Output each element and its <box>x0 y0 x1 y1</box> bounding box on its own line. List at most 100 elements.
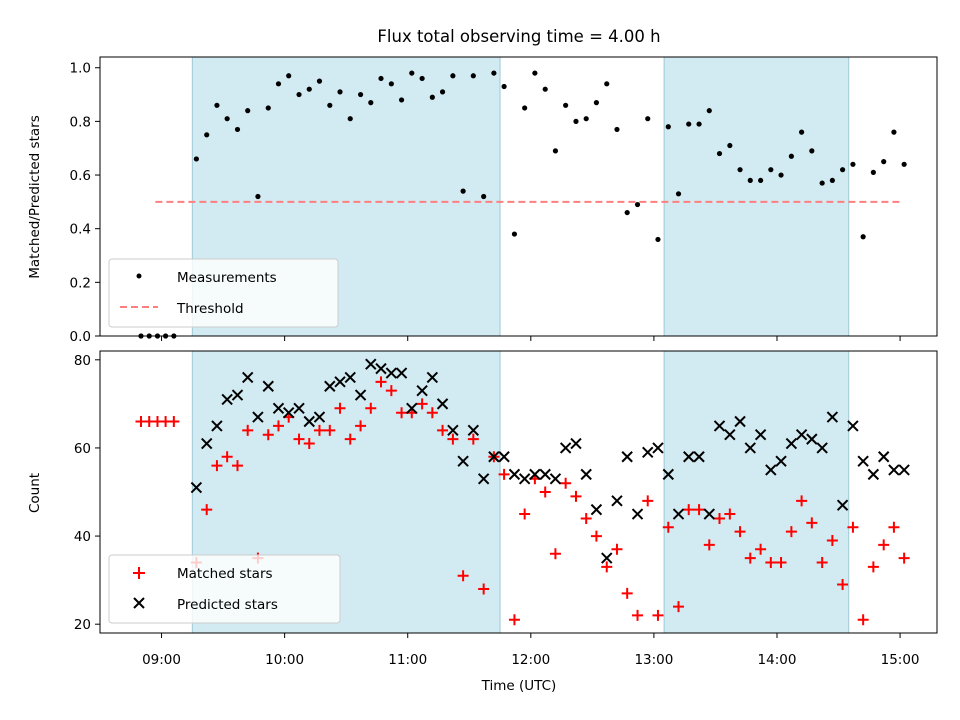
measurement-point <box>645 116 651 122</box>
measurement-point <box>450 73 456 79</box>
measurement-point <box>768 167 774 173</box>
measurement-point <box>819 180 825 186</box>
predicted-star-point <box>457 455 469 467</box>
predicted-star-point <box>672 508 685 520</box>
matched-star-point <box>898 552 910 564</box>
matched-star-point <box>590 530 602 542</box>
measurement-point <box>860 234 866 240</box>
predicted-star-point <box>652 442 664 454</box>
matched-star-point <box>344 433 356 445</box>
matched-star-point <box>426 407 438 419</box>
x-tick-label: 12:00 <box>511 652 550 668</box>
matched-star-point <box>365 402 377 414</box>
measurement-point <box>706 108 712 114</box>
matched-star-point <box>703 539 715 551</box>
predicted-star-point <box>365 358 377 370</box>
measurement-point <box>614 126 620 133</box>
measurement-point <box>214 102 220 108</box>
measurement-point <box>388 81 394 87</box>
predicted-star-point <box>518 473 531 485</box>
predicted-star-point <box>498 451 510 463</box>
predicted-star-point <box>344 371 356 384</box>
measurement-point <box>716 150 723 157</box>
predicted-star-point <box>580 468 592 481</box>
predicted-star-point <box>570 437 582 450</box>
matched-star-point <box>272 420 284 432</box>
bottom-y-tick-label: 40 <box>74 529 91 545</box>
measurement-point <box>234 126 241 133</box>
measurement-point <box>501 83 507 90</box>
predicted-star-point <box>416 384 428 397</box>
predicted-star-point <box>221 393 233 406</box>
matched-star-point <box>755 543 767 555</box>
matched-star-point <box>621 587 633 599</box>
predicted-star-point <box>201 437 213 450</box>
matched-star-point <box>878 539 890 551</box>
top-legend: Measurements Threshold <box>108 258 339 328</box>
predicted-star-point <box>426 371 439 384</box>
matched-star-point <box>221 451 233 463</box>
measurement-point <box>265 105 271 111</box>
predicted-star-point <box>313 411 326 423</box>
figure-title: Flux total observing time = 4.00 h <box>377 27 660 46</box>
matched-star-point <box>806 517 818 529</box>
predicted-star-point <box>590 503 603 516</box>
top-legend-box <box>108 258 339 328</box>
matched-star-point <box>498 468 510 480</box>
matched-star-point <box>724 508 736 520</box>
matched-star-point <box>857 614 869 626</box>
predicted-star-point <box>631 508 644 520</box>
matched-star-point <box>437 424 449 436</box>
legend-measurements-label: Measurements <box>177 270 277 286</box>
bottom-axes-frame <box>99 350 938 634</box>
predicted-star-point <box>847 420 859 432</box>
measurement-point <box>881 159 887 165</box>
matched-star-point <box>396 407 408 419</box>
measurement-point <box>286 73 292 79</box>
measurement-point <box>398 97 405 103</box>
measurement-point <box>747 177 753 184</box>
measurement-point <box>829 177 835 184</box>
matched-star-point <box>662 521 674 533</box>
measurement-point <box>675 191 682 197</box>
predicted-star-point <box>662 468 675 481</box>
matched-star-point <box>652 609 664 621</box>
measurement-point <box>563 102 569 108</box>
measurement-point <box>306 86 312 92</box>
predicted-star-point <box>744 442 756 454</box>
measurement-point <box>409 70 415 76</box>
matched-star-point <box>539 486 551 498</box>
measurement-point <box>686 121 692 127</box>
matched-star-point <box>303 438 315 450</box>
measurement-point <box>316 78 323 84</box>
predicted-star-point <box>713 420 726 432</box>
measurement-point <box>224 116 230 122</box>
matched-star-point <box>457 570 469 582</box>
bottom-panel: 20 40 60 80 09:00 10:00 11:00 12:00 13:00 14:00 15… <box>27 350 938 694</box>
predicted-star-point <box>898 464 910 476</box>
predicted-star-point <box>252 411 264 423</box>
matched-star-point <box>231 460 243 472</box>
measurement-point <box>593 100 600 106</box>
observing-window-shade <box>664 57 849 336</box>
top-y-tick-label: 0.2 <box>70 275 91 291</box>
matched-star-point <box>570 490 582 502</box>
measurement-point <box>624 209 630 216</box>
measurement-point <box>727 142 733 149</box>
predicted-star-point <box>467 424 480 437</box>
measurement-point <box>758 177 764 184</box>
matched-star-point <box>293 433 305 445</box>
measurement-point <box>696 121 702 127</box>
predicted-star-point <box>703 508 715 520</box>
matched-star-point <box>478 583 490 595</box>
measurement-point <box>542 86 548 92</box>
measurement-point <box>429 94 435 100</box>
measurement-point <box>347 116 353 122</box>
measurement-point <box>275 81 282 87</box>
matched-star-point <box>385 385 397 397</box>
measurement-point <box>839 167 846 173</box>
predicted-star-point <box>293 402 305 414</box>
top-axes-frame <box>99 56 938 337</box>
matched-star-point <box>168 416 180 427</box>
